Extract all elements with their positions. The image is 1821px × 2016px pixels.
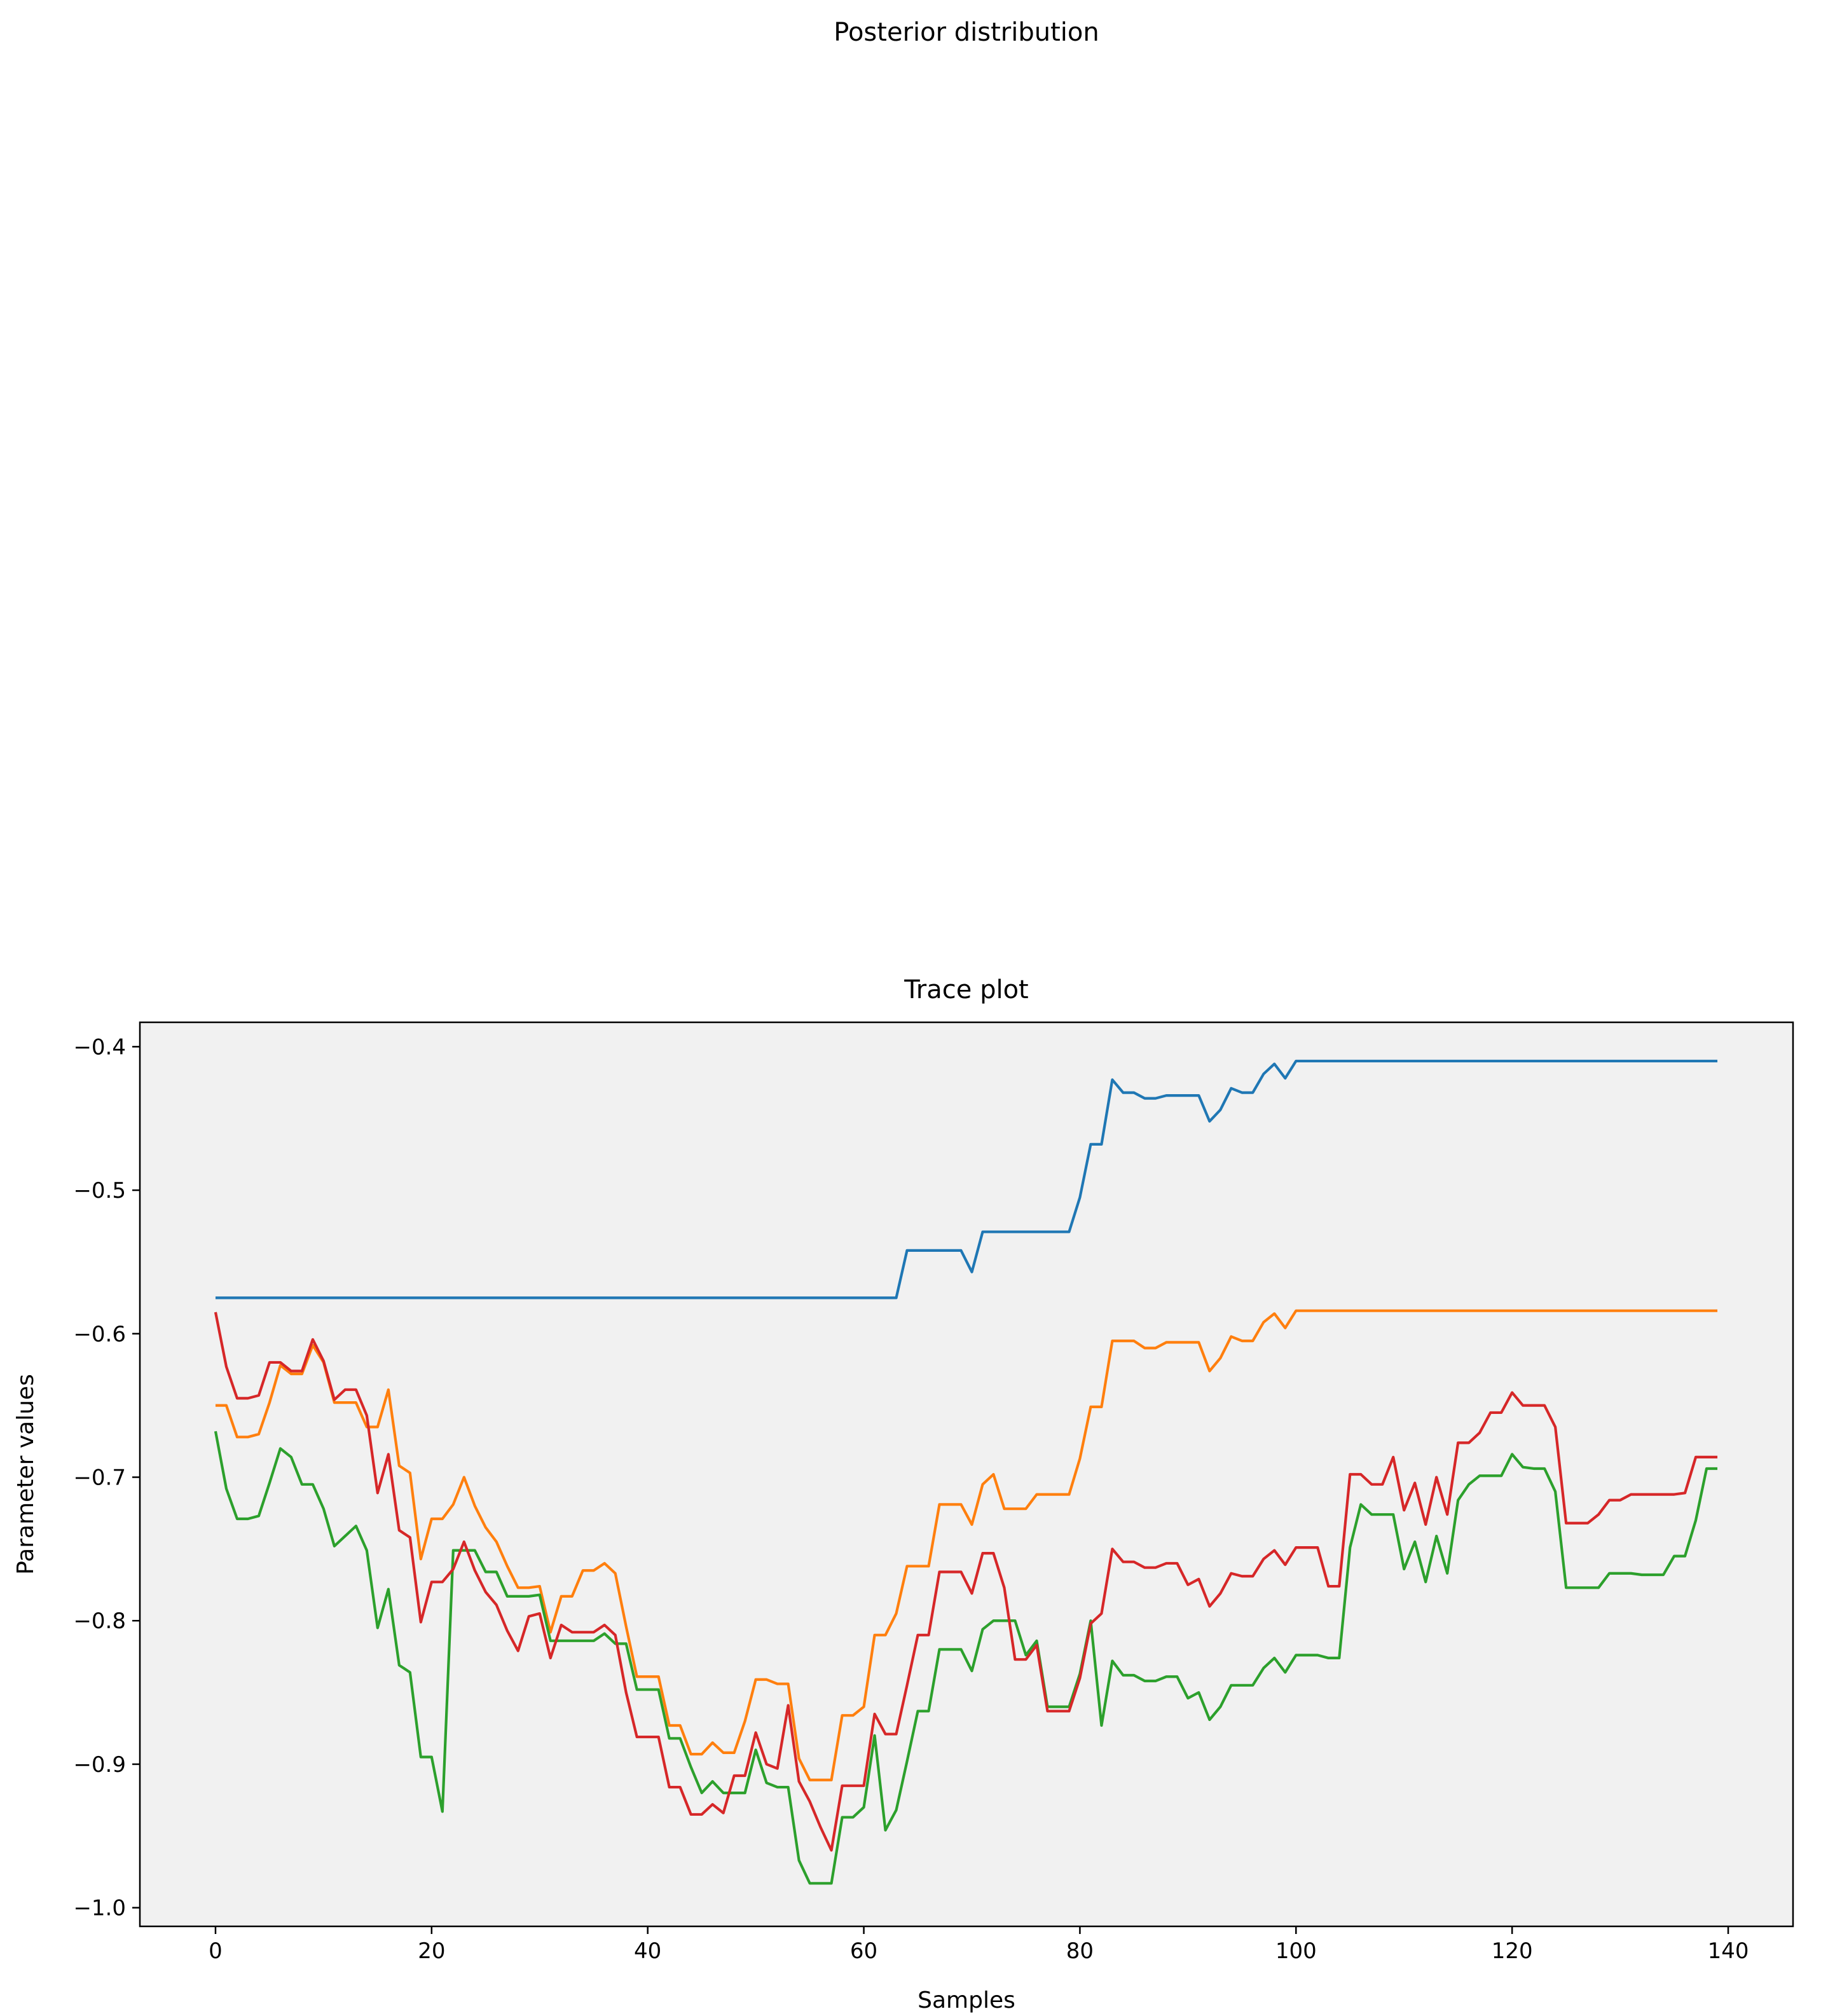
y-axis-label: Parameter values [13, 1374, 39, 1575]
y-tick-label: −1.0 [73, 1896, 126, 1921]
chart-title: Trace plot [904, 975, 1029, 1005]
y-tick-label: −0.8 [73, 1608, 126, 1634]
x-axis: 0 20 40 60 80 100 120 140 [209, 1926, 1749, 1964]
y-tick-label: −0.4 [73, 1034, 126, 1060]
series-line-4 [214, 1312, 1718, 1852]
plot-area [140, 1022, 1793, 1926]
series-line-2 [215, 1309, 1718, 1781]
x-tick-label: 140 [1708, 1938, 1749, 1964]
y-tick-label: −0.9 [73, 1752, 126, 1778]
series-line-1 [215, 1059, 1718, 1299]
series-layer [214, 1059, 1718, 1885]
y-tick-label: −0.6 [73, 1322, 126, 1347]
x-tick-label: 0 [209, 1938, 223, 1964]
x-tick-label: 80 [1066, 1938, 1094, 1964]
series-line-3 [214, 1430, 1718, 1885]
x-tick-label: 40 [634, 1938, 661, 1964]
y-tick-label: −0.5 [73, 1178, 126, 1203]
x-tick-label: 60 [850, 1938, 877, 1964]
x-tick-label: 20 [418, 1938, 445, 1964]
plot-frame [139, 1021, 1794, 1928]
y-axis: −0.4 −0.5 −0.6 −0.7 −0.8 −0.9 −1.0 [73, 1034, 140, 1921]
x-tick-label: 100 [1275, 1938, 1317, 1964]
x-axis-label: Samples [917, 1987, 1015, 2013]
figure-suptitle: Posterior distribution [834, 18, 1099, 47]
y-tick-label: −0.7 [73, 1465, 126, 1491]
x-tick-label: 120 [1492, 1938, 1533, 1964]
